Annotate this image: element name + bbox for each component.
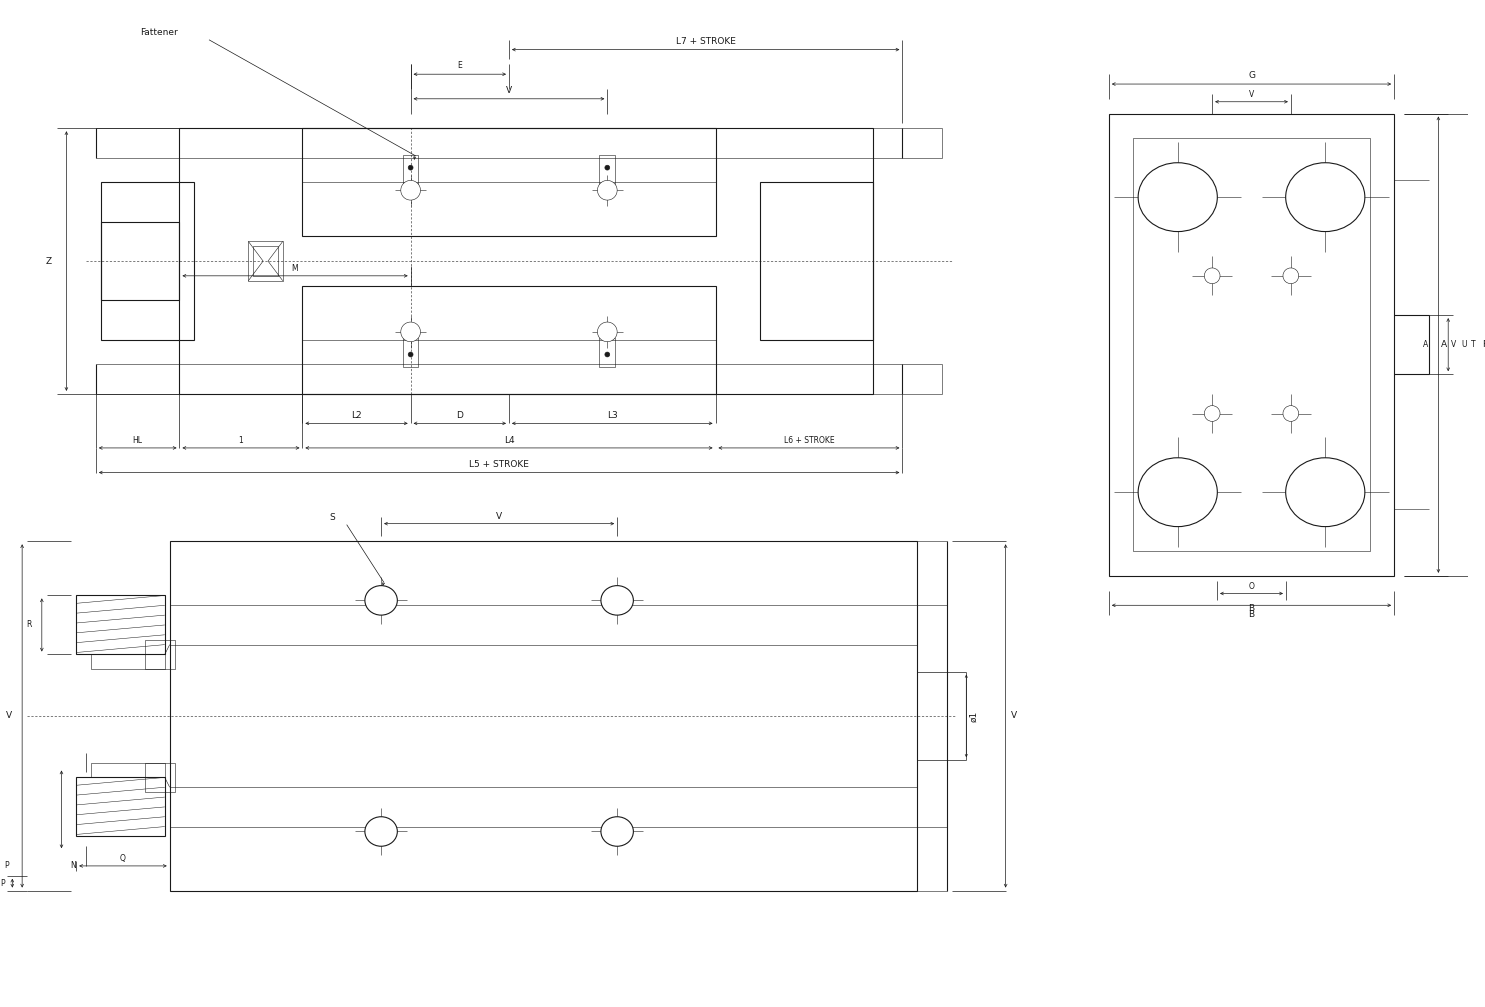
- Text: E: E: [457, 61, 462, 70]
- Bar: [169, 542, 918, 890]
- Bar: [76, 595, 165, 655]
- Text: T: T: [1470, 340, 1476, 349]
- Text: L5 + STROKE: L5 + STROKE: [469, 459, 529, 468]
- Circle shape: [604, 352, 610, 356]
- Circle shape: [401, 180, 420, 200]
- Circle shape: [1204, 268, 1221, 284]
- Bar: [600, 337, 615, 368]
- Circle shape: [597, 180, 618, 200]
- Text: A: A: [1423, 340, 1429, 349]
- Bar: [146, 639, 175, 670]
- Circle shape: [401, 322, 420, 341]
- Text: O: O: [1249, 581, 1255, 590]
- Text: V: V: [1011, 711, 1017, 720]
- Bar: [402, 155, 419, 184]
- Text: B: B: [1249, 610, 1255, 619]
- Bar: [303, 128, 716, 237]
- Text: R: R: [27, 620, 33, 629]
- Text: L4: L4: [503, 436, 514, 445]
- Bar: [91, 762, 165, 777]
- Circle shape: [597, 322, 618, 341]
- Text: U: U: [1461, 340, 1467, 349]
- Circle shape: [1204, 406, 1221, 421]
- Text: V: V: [496, 512, 502, 521]
- Text: V: V: [1249, 90, 1255, 99]
- Ellipse shape: [601, 586, 634, 615]
- Bar: [101, 182, 195, 339]
- Text: L6 + STROKE: L6 + STROKE: [784, 436, 835, 445]
- Circle shape: [604, 165, 610, 170]
- Text: ø1: ø1: [970, 710, 979, 722]
- Text: F: F: [1482, 340, 1485, 349]
- Text: L2: L2: [352, 412, 362, 420]
- Bar: [76, 777, 165, 837]
- Bar: [254, 247, 278, 276]
- Bar: [600, 155, 615, 184]
- Text: Fattener: Fattener: [140, 28, 178, 37]
- Text: B: B: [1249, 604, 1255, 613]
- Text: V: V: [6, 711, 12, 720]
- Bar: [101, 222, 180, 300]
- Text: 1: 1: [239, 436, 244, 445]
- Ellipse shape: [1138, 458, 1218, 527]
- Circle shape: [408, 352, 413, 356]
- Bar: [1109, 114, 1394, 576]
- Ellipse shape: [365, 586, 398, 615]
- Text: Z: Z: [46, 257, 52, 266]
- Ellipse shape: [1286, 458, 1365, 527]
- Text: L7 + STROKE: L7 + STROKE: [676, 36, 735, 45]
- Ellipse shape: [1138, 163, 1218, 232]
- Text: L3: L3: [607, 412, 618, 420]
- Text: P: P: [0, 879, 4, 887]
- Text: G: G: [1247, 71, 1255, 81]
- Text: Q: Q: [120, 854, 126, 863]
- Bar: [146, 762, 175, 793]
- Ellipse shape: [365, 817, 398, 846]
- Circle shape: [1283, 406, 1299, 421]
- Bar: [1133, 138, 1369, 551]
- Text: HL: HL: [132, 436, 143, 445]
- Bar: [91, 655, 165, 670]
- Text: D: D: [456, 412, 463, 420]
- Bar: [402, 337, 419, 368]
- Text: M: M: [291, 264, 298, 273]
- Bar: [180, 128, 873, 394]
- Circle shape: [408, 165, 413, 170]
- Bar: [303, 286, 716, 394]
- Text: S: S: [330, 513, 334, 522]
- Bar: [760, 182, 873, 339]
- Text: P: P: [4, 861, 9, 870]
- Text: V: V: [1451, 340, 1457, 349]
- Circle shape: [1283, 268, 1299, 284]
- Ellipse shape: [1286, 163, 1365, 232]
- Text: A: A: [1442, 340, 1448, 349]
- Text: N: N: [70, 861, 76, 870]
- Text: V: V: [506, 86, 512, 95]
- Ellipse shape: [601, 817, 634, 846]
- Bar: [248, 242, 282, 281]
